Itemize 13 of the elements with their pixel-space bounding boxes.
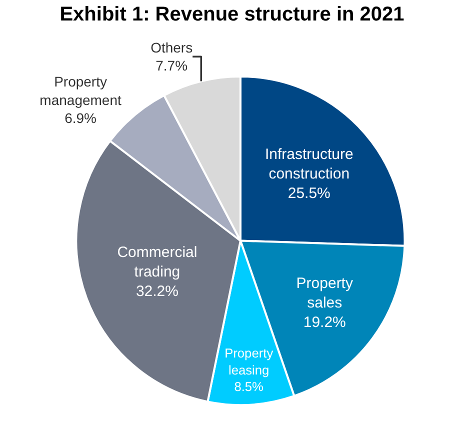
data-label: 6.9% (64, 110, 96, 126)
slice-label: Property sales (296, 274, 354, 312)
chart-title: Exhibit 1: Revenue structure in 2021 (60, 4, 404, 26)
slice-label: Property management (40, 74, 122, 108)
slice-label: Infrastructure construction (264, 146, 354, 183)
data-label: 19.2% (303, 314, 346, 331)
data-label: 32.2% (136, 282, 178, 300)
data-label: 7.7% (156, 58, 188, 74)
slice-label: Commercial trading (117, 244, 198, 280)
data-label: 8.5% (234, 378, 264, 394)
data-label: 25.5% (288, 185, 330, 202)
slice-label: Others (150, 39, 193, 56)
slice-label: Property leasing (224, 346, 274, 378)
